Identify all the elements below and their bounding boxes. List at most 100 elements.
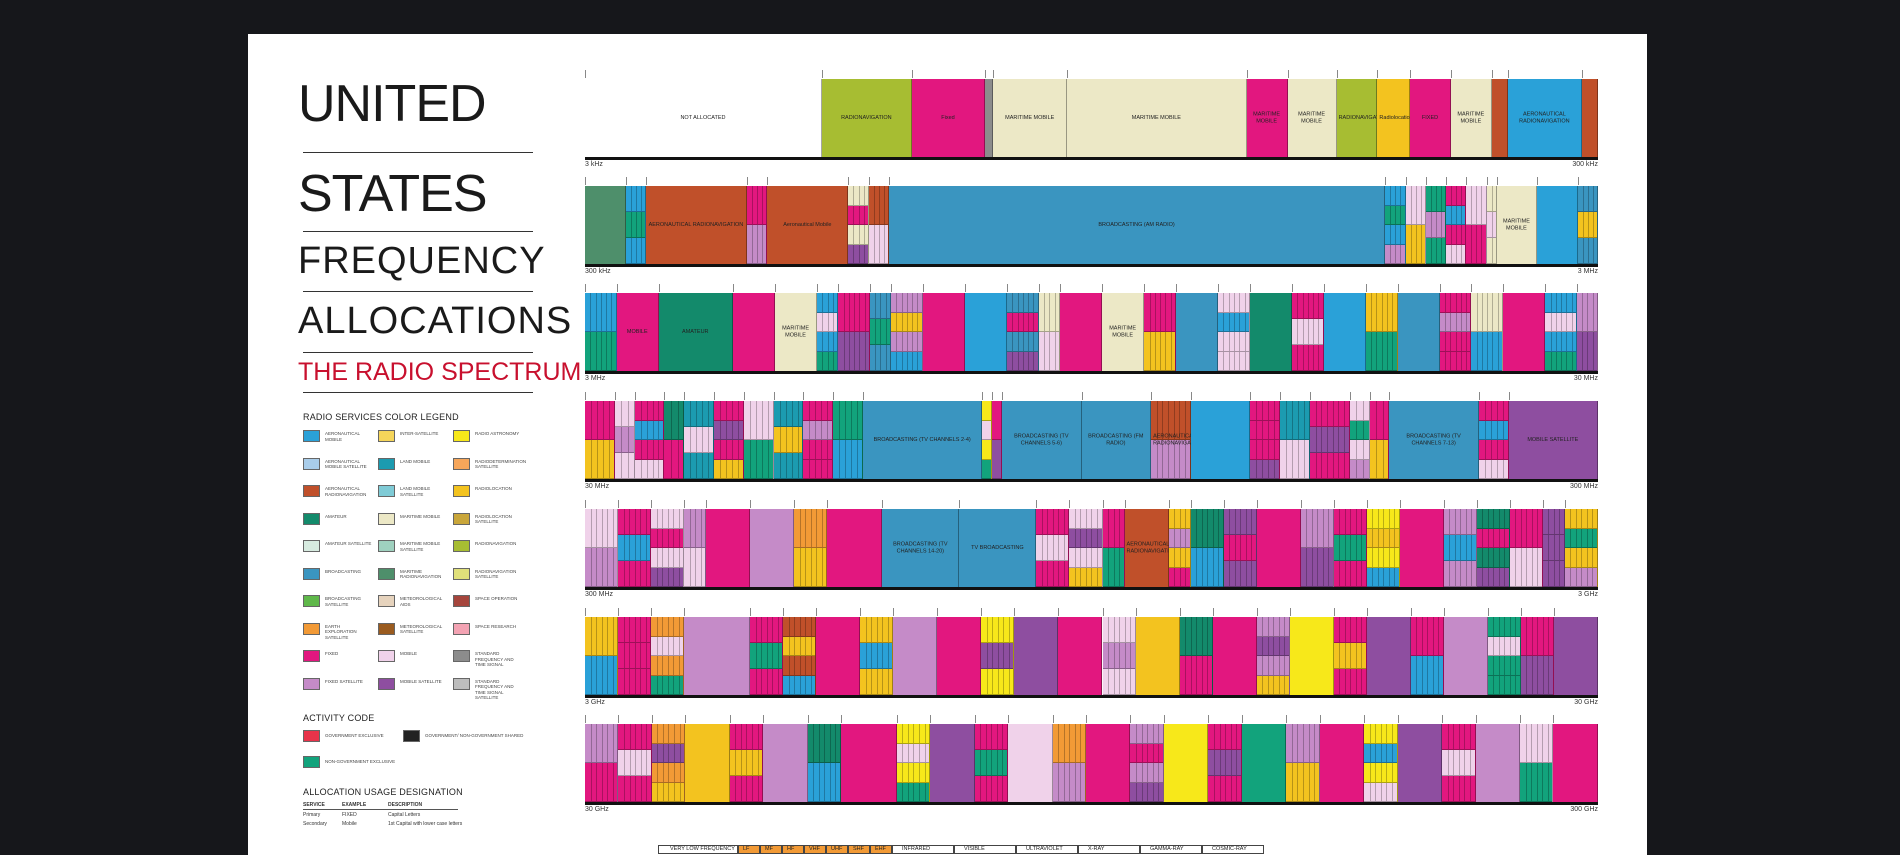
allocation-cell	[1364, 782, 1397, 802]
allocation-divider	[657, 743, 658, 762]
legend-swatch	[303, 512, 320, 525]
allocation-divider	[1561, 293, 1562, 312]
allocation-cell	[1520, 617, 1553, 656]
band-tick	[1520, 608, 1522, 616]
allocation-divider	[1369, 763, 1371, 782]
allocation-divider	[1022, 351, 1024, 370]
allocation-divider	[1542, 763, 1543, 801]
allocation-cell	[684, 548, 706, 587]
allocation-divider	[1400, 205, 1401, 224]
allocation-divider	[1332, 401, 1334, 426]
allocation-divider	[873, 186, 875, 224]
allocation-divider	[918, 782, 920, 801]
allocation-divider	[1371, 293, 1372, 331]
allocation-divider	[679, 724, 681, 743]
allocation-cell	[1038, 293, 1059, 332]
allocation-divider	[1173, 440, 1175, 478]
allocation-divider	[1314, 724, 1315, 762]
allocation-divider	[1141, 743, 1143, 762]
allocation-cell	[651, 675, 684, 695]
allocation-segment	[747, 186, 768, 264]
allocation-divider	[1318, 345, 1319, 370]
allocation-segment	[1545, 293, 1577, 371]
allocation-divider	[1376, 332, 1377, 370]
allocation-divider	[821, 459, 822, 478]
allocation-divider	[1267, 617, 1269, 636]
allocation-divider	[996, 724, 998, 749]
allocation-cell	[651, 567, 684, 587]
allocation-divider	[757, 750, 759, 775]
allocation-divider	[652, 401, 654, 420]
allocation-divider	[1575, 509, 1577, 528]
allocation-divider	[1338, 401, 1339, 426]
allocation-divider	[986, 643, 988, 668]
allocation-divider	[1515, 509, 1516, 547]
allocation-divider	[1207, 617, 1208, 655]
allocation-divider	[640, 509, 641, 534]
band-tick	[645, 177, 647, 185]
allocation-cell	[1385, 205, 1405, 225]
allocation-divider	[906, 312, 908, 331]
allocation-segment	[1503, 293, 1546, 371]
spectrum-segment	[954, 845, 1016, 854]
allocation-divider	[645, 535, 647, 560]
allocation-divider	[912, 351, 913, 370]
band-tick	[911, 70, 913, 78]
allocation-divider	[822, 293, 823, 312]
allocation-cell	[1509, 548, 1542, 587]
allocation-divider	[1223, 312, 1224, 331]
allocation-divider	[1493, 675, 1494, 694]
allocation-divider	[612, 509, 614, 547]
allocation-divider	[1458, 776, 1460, 801]
allocation-divider	[913, 743, 914, 762]
band-start-label: 30 GHz	[585, 806, 609, 813]
allocation-divider	[1152, 743, 1154, 762]
band-ticks	[585, 284, 1598, 292]
allocation-divider	[607, 656, 608, 694]
allocation-cell	[714, 440, 743, 460]
allocation-divider	[924, 724, 926, 743]
allocation-divider	[785, 453, 787, 478]
allocation-divider	[1496, 459, 1498, 478]
allocation-divider	[1225, 750, 1226, 775]
allocation-divider	[1559, 561, 1560, 586]
allocation-divider	[1141, 763, 1143, 782]
allocation-divider	[1575, 548, 1577, 567]
legend-label: BROADCASTING SATELLITE	[325, 596, 362, 607]
allocation-segment	[1509, 509, 1543, 587]
allocation-divider	[1571, 293, 1573, 312]
allocation-divider	[1502, 459, 1504, 478]
allocation-divider	[902, 782, 903, 801]
allocation-divider	[696, 427, 697, 452]
allocation-divider	[1455, 312, 1457, 331]
allocation-divider	[755, 617, 757, 642]
allocation-segment	[1446, 186, 1467, 264]
allocation-label: BROADCASTING (TV CHANNELS 2-4)	[873, 436, 971, 443]
allocation-cell	[891, 293, 922, 313]
allocation-segment	[1102, 509, 1125, 587]
legend-label: RADIOLOCATION	[475, 486, 512, 491]
allocation-label: Radiolocation	[1379, 114, 1413, 121]
allocation-cell	[848, 205, 868, 225]
allocation-divider	[1444, 332, 1446, 351]
allocation-divider	[1509, 636, 1511, 655]
allocation-cell	[803, 440, 833, 460]
allocation-segment: MARITIME MOBILE	[993, 79, 1067, 157]
allocation-divider	[1028, 332, 1029, 351]
allocation-divider	[1542, 656, 1544, 694]
allocation-divider	[629, 750, 631, 775]
allocation-cell	[1520, 724, 1553, 763]
spectrum-band-label: SHF	[853, 846, 864, 852]
legend-label: FIXED	[325, 651, 339, 656]
allocation-divider	[720, 401, 721, 420]
allocation-divider	[871, 669, 872, 694]
allocation-segment	[1163, 724, 1209, 802]
allocation-cell	[651, 636, 684, 656]
allocation-divider	[635, 724, 636, 749]
allocation-divider	[1456, 244, 1457, 263]
allocation-divider	[912, 312, 913, 331]
spectrum-segment	[1202, 845, 1264, 854]
allocation-divider	[1113, 548, 1114, 586]
allocation-divider	[1350, 561, 1351, 586]
allocation-divider	[1592, 186, 1594, 211]
